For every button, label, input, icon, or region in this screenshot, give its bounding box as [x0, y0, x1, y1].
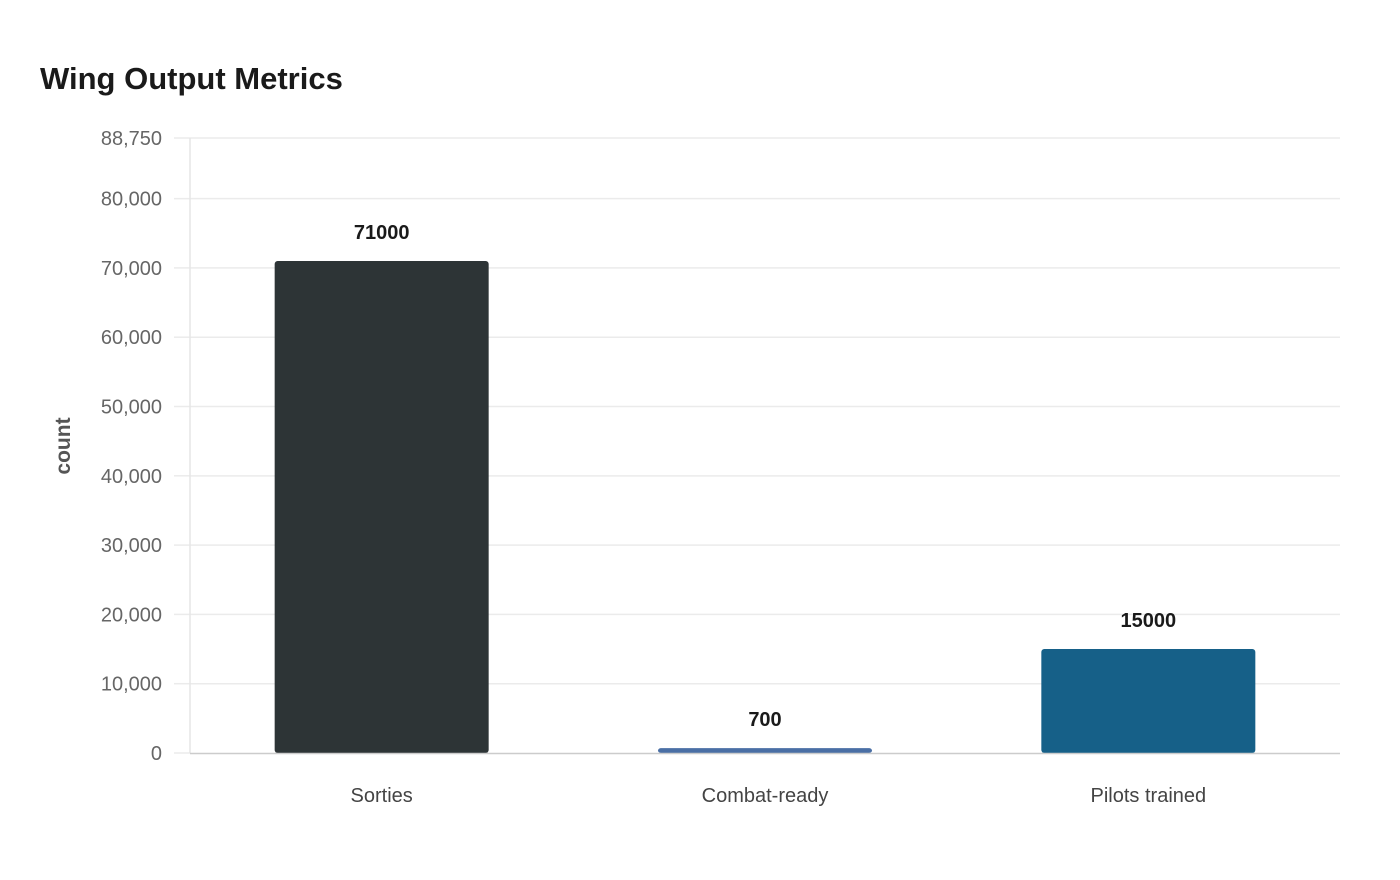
x-category-label: Combat-ready — [702, 785, 829, 807]
bar-sorties — [274, 261, 489, 753]
bars — [274, 261, 1256, 753]
bar-value-label: 71000 — [354, 222, 410, 244]
y-tick-labels: 0 10,000 20,000 30,000 40,000 50,000 60,000 70,… — [101, 128, 162, 765]
y-tick-label: 20,000 — [101, 604, 162, 626]
bar-value-label: 700 — [748, 709, 781, 731]
y-tick-label: 88,750 — [101, 128, 162, 150]
x-category-labels: Sorties Combat-ready Pilots trained — [351, 785, 1207, 807]
x-category-label: Sorties — [351, 785, 413, 807]
y-tick-label: 50,000 — [101, 397, 162, 419]
axes — [189, 138, 1340, 755]
y-tick-label: 40,000 — [101, 466, 162, 488]
x-category-label: Pilots trained — [1091, 785, 1207, 807]
value-labels: 71000 700 15000 — [354, 222, 1176, 731]
y-axis-title: count — [52, 417, 75, 474]
bar-pilots-trained — [1041, 649, 1256, 753]
y-tick-label: 70,000 — [101, 258, 162, 280]
y-tick-label: 80,000 — [101, 189, 162, 211]
bar-value-label: 15000 — [1121, 610, 1177, 632]
bar-combat-ready — [658, 748, 872, 753]
y-tick-label: 60,000 — [101, 327, 162, 349]
y-tick-label: 0 — [151, 743, 162, 765]
y-tick-label: 30,000 — [101, 535, 162, 557]
chart-title: Wing Output Metrics — [40, 61, 343, 96]
y-tick-label: 10,000 — [101, 674, 162, 696]
